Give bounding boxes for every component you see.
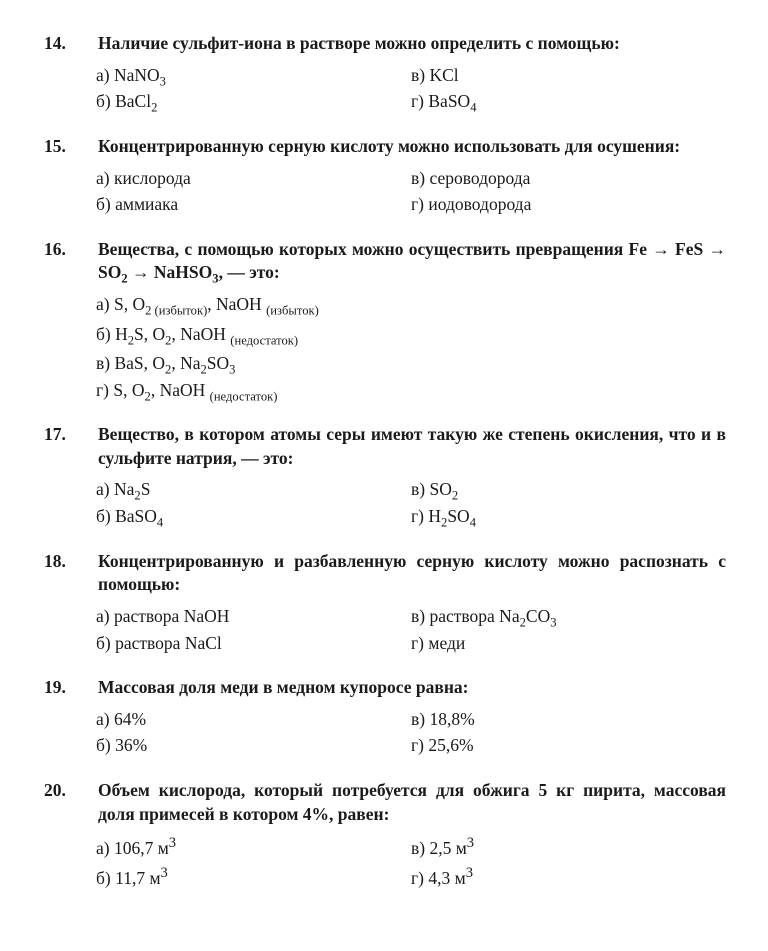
options: а) кислородаб) аммиакав) сероводородаг) … <box>96 167 726 220</box>
options-col-right: в) раствора Na2CO3 г) меди <box>411 605 726 658</box>
question-text: Вещества, с помощью которых можно осущес… <box>98 238 726 285</box>
question: 14.Наличие сульфит-иона в растворе можно… <box>42 32 726 117</box>
option: а) кислорода <box>96 167 411 191</box>
option: в) 18,8% <box>411 708 726 732</box>
option: в) SO2 <box>411 478 726 502</box>
options: а) NaNO3б) BaCl2в) KClг) BaSO4 <box>96 64 726 117</box>
options-col-left: а) 64%б) 36% <box>96 708 411 761</box>
option: б) BaSO4 <box>96 505 411 529</box>
option: в) сероводорода <box>411 167 726 191</box>
question-text: Объем кислорода, который потребуется для… <box>98 779 726 826</box>
option: а) Na2S <box>96 478 411 502</box>
options-col-right: в) сероводородаг) иодоводорода <box>411 167 726 220</box>
question-number: 14. <box>42 32 98 56</box>
option: а) раствора NaOH <box>96 605 411 629</box>
question-number: 19. <box>42 676 98 700</box>
question-text: Массовая доля меди в медном купоросе рав… <box>98 676 726 700</box>
option: а) 106,7 м3 <box>96 834 411 860</box>
options-col-right: в) 18,8%г) 25,6% <box>411 708 726 761</box>
question: 16.Вещества, с помощью которых можно осу… <box>42 238 726 405</box>
option: в) BaS, O2, Na2SO3 <box>96 352 726 376</box>
question: 19.Массовая доля меди в медном купоросе … <box>42 676 726 761</box>
option: г) 25,6% <box>411 734 726 758</box>
question-number: 17. <box>42 423 98 447</box>
question: 17.Вещество, в котором атомы серы имеют … <box>42 423 726 532</box>
question-number: 18. <box>42 550 98 574</box>
option: в) раствора Na2CO3 <box>411 605 726 629</box>
question-text: Наличие сульфит-иона в растворе можно оп… <box>98 32 726 56</box>
options-col-left: а) Na2S б) BaSO4 <box>96 478 411 531</box>
option: б) раствора NaCl <box>96 632 411 656</box>
option: г) меди <box>411 632 726 656</box>
option: г) иодоводорода <box>411 193 726 217</box>
question-text: Концентрированную и разбавленную серную … <box>98 550 726 597</box>
options-col-left: а) 106,7 м3 б) 11,7 м3 <box>96 834 411 893</box>
options-col-left: а) кислородаб) аммиака <box>96 167 411 220</box>
options-col-left: а) раствора NaOH б) раствора NaCl <box>96 605 411 658</box>
options: а) 106,7 м3 б) 11,7 м3в) 2,5 м3 г) 4,3 м3 <box>96 834 726 893</box>
option: в) KCl <box>411 64 726 88</box>
question: 18.Концентрированную и разбавленную серн… <box>42 550 726 659</box>
question-number: 15. <box>42 135 98 159</box>
options-col-right: в) KClг) BaSO4 <box>411 64 726 117</box>
options: а) Na2S б) BaSO4в) SO2 г) H2SO4 <box>96 478 726 531</box>
question-text: Вещество, в котором атомы серы имеют так… <box>98 423 726 470</box>
question-number: 20. <box>42 779 98 803</box>
option: б) 11,7 м3 <box>96 864 411 890</box>
option: г) 4,3 м3 <box>411 864 726 890</box>
option: б) BaCl2 <box>96 90 411 114</box>
question: 20.Объем кислорода, который потребуется … <box>42 779 726 893</box>
question: 15.Концентрированную серную кислоту можн… <box>42 135 726 220</box>
options-col-left: а) NaNO3б) BaCl2 <box>96 64 411 117</box>
question-number: 16. <box>42 238 98 262</box>
options-col-right: в) 2,5 м3 г) 4,3 м3 <box>411 834 726 893</box>
option: а) NaNO3 <box>96 64 411 88</box>
option: а) 64% <box>96 708 411 732</box>
options: а) S, O2 (избыток), NaOH (избыток) б) H2S… <box>96 293 726 405</box>
option: б) H2S, O2, NaOH (недостаток) <box>96 323 726 350</box>
question-text: Концентрированную серную кислоту можно и… <box>98 135 726 159</box>
option: в) 2,5 м3 <box>411 834 726 860</box>
option: б) аммиака <box>96 193 411 217</box>
options: а) раствора NaOH б) раствора NaClв) раств… <box>96 605 726 658</box>
option: а) S, O2 (избыток), NaOH (избыток) <box>96 293 726 320</box>
options: а) 64%б) 36%в) 18,8%г) 25,6% <box>96 708 726 761</box>
question-list: 14.Наличие сульфит-иона в растворе можно… <box>42 32 726 893</box>
options-col-right: в) SO2 г) H2SO4 <box>411 478 726 531</box>
option: г) BaSO4 <box>411 90 726 114</box>
option: г) H2SO4 <box>411 505 726 529</box>
option: б) 36% <box>96 734 411 758</box>
option: г) S, O2, NaOH (недостаток) <box>96 379 726 406</box>
